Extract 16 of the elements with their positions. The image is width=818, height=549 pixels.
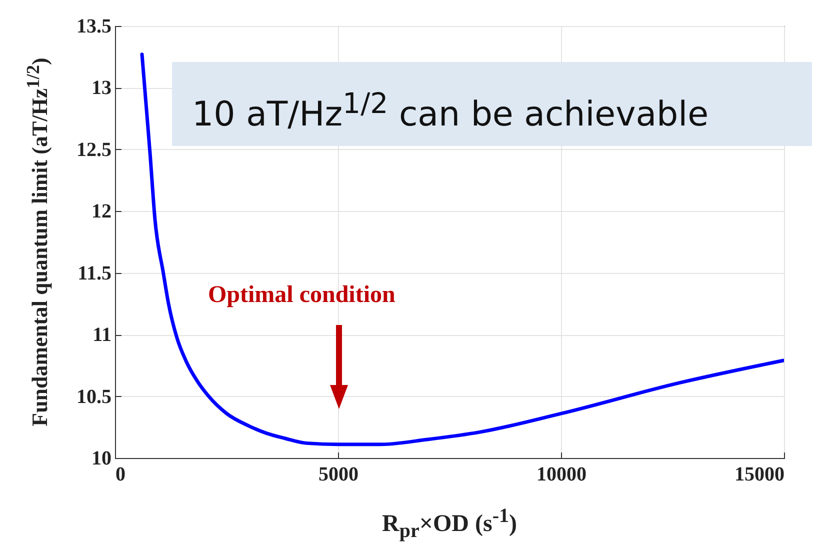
y-tick-label: 13.5 [76,16,112,38]
callout-box: 10 aT/Hz$^{1/2}$ can be achievable [172,62,812,146]
y-tick-label: 12.5 [76,138,112,161]
x-tick-label: 15000 [734,464,784,486]
y-tick-label: 13 [92,77,112,100]
y-tick-label: 11 [92,324,112,346]
x-tick-label: 5000 [318,464,358,486]
annotation: Optimal condition [208,282,396,309]
x-tick-label: 10000 [536,464,586,486]
x-tick-label: 0 [116,464,126,486]
x-axis-title: R$_{pr}$×OD (s$^{-1}$) [380,505,518,543]
y-tick-label: 10.5 [76,386,112,408]
line-series [140,52,784,446]
y-tick-label: 12 [92,200,112,223]
y-tick-label: 11.5 [78,262,112,284]
y-tick-label: 10 [92,448,112,470]
